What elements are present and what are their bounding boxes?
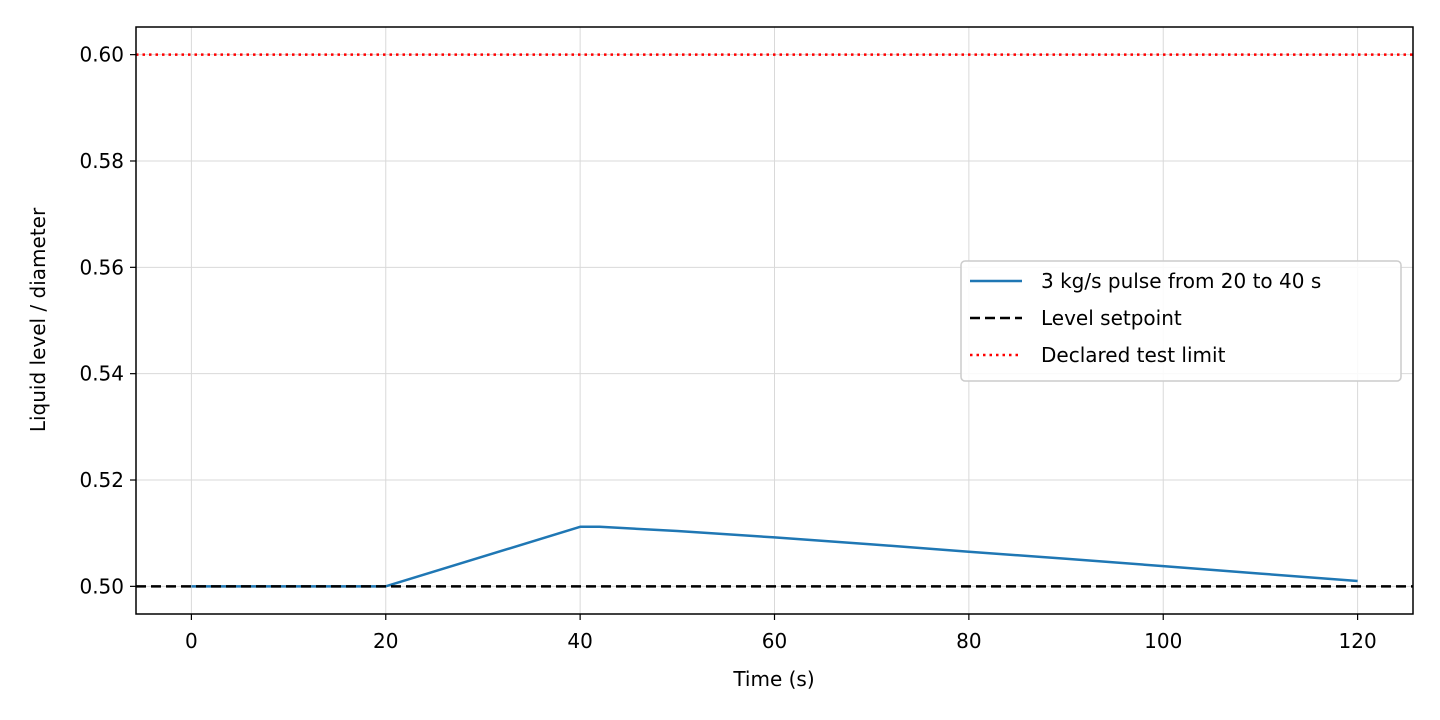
x-axis: 0 20 40 60 80 100 120	[185, 614, 1377, 653]
x-tick-label: 20	[373, 629, 398, 653]
y-tick-label: 0.52	[79, 468, 124, 492]
x-tick-label: 120	[1339, 629, 1377, 653]
legend-box	[960, 260, 1402, 382]
x-axis-title: Time (s)	[732, 667, 814, 691]
x-tick-label: 40	[567, 629, 592, 653]
legend-label-pulse: 3 kg/s pulse from 20 to 40 s	[1041, 269, 1321, 293]
x-tick-label: 0	[185, 629, 198, 653]
y-tick-label: 0.60	[79, 43, 124, 67]
x-tick-label: 100	[1144, 629, 1182, 653]
y-tick-label: 0.58	[79, 149, 124, 173]
y-axis: 0.50 0.52 0.54 0.56 0.58 0.60	[79, 43, 136, 598]
series-line-pulse	[191, 525, 1358, 588]
y-tick-label: 0.56	[79, 255, 124, 279]
x-tick-label: 80	[956, 629, 981, 653]
series-layer	[136, 53, 1413, 588]
y-tick-label: 0.54	[79, 362, 124, 386]
legend: 3 kg/s pulse from 20 to 40 s Level setpo…	[960, 260, 1402, 382]
legend-label-limit: Declared test limit	[1041, 343, 1226, 367]
y-axis-title: Liquid level / diameter	[26, 207, 50, 432]
x-tick-label: 60	[762, 629, 787, 653]
y-tick-label: 0.50	[79, 574, 124, 598]
legend-label-setpoint: Level setpoint	[1041, 306, 1182, 330]
